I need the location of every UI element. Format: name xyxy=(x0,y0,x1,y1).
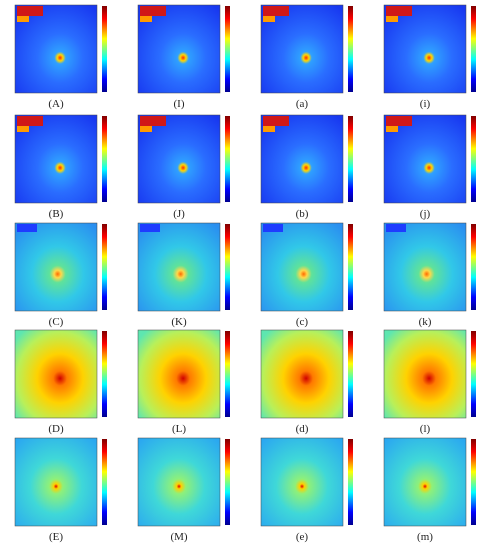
land-patch xyxy=(140,126,152,132)
panel-image xyxy=(15,223,97,311)
panel-frame xyxy=(383,329,467,419)
colorbar xyxy=(225,224,230,310)
panel-label: (b) xyxy=(296,208,309,220)
colorbar xyxy=(348,224,353,310)
panel-image xyxy=(138,330,220,418)
panel-label: (J) xyxy=(173,208,185,220)
panel-frame xyxy=(14,114,98,204)
panel-image xyxy=(384,223,466,311)
panel-image xyxy=(384,330,466,418)
land-patch xyxy=(17,16,29,22)
panel-label: (I) xyxy=(174,98,185,110)
panel-image xyxy=(261,330,343,418)
colorbar xyxy=(471,224,476,310)
panel-label: (i) xyxy=(420,98,431,110)
land-patch xyxy=(140,116,166,126)
colorbar xyxy=(225,331,230,417)
land-patch xyxy=(17,6,43,16)
land-patch xyxy=(17,116,43,126)
land-patch xyxy=(386,16,398,22)
panel-label: (j) xyxy=(420,208,431,220)
panel-frame xyxy=(137,114,221,204)
land-patch xyxy=(263,116,289,126)
land-patch xyxy=(386,224,406,232)
panel-label: (E) xyxy=(49,531,63,543)
colorbar xyxy=(102,116,107,202)
panel-frame xyxy=(260,437,344,527)
land-patch xyxy=(140,6,166,16)
panel-frame xyxy=(14,329,98,419)
colorbar xyxy=(102,331,107,417)
panel-frame xyxy=(383,114,467,204)
panel-frame xyxy=(14,4,98,94)
panel-label: (D) xyxy=(48,423,64,435)
colorbar xyxy=(348,439,353,525)
land-patch xyxy=(386,126,398,132)
colorbar xyxy=(471,116,476,202)
panel-frame xyxy=(383,222,467,312)
land-patch xyxy=(140,224,160,232)
land-patch xyxy=(263,126,275,132)
panel-frame xyxy=(14,437,98,527)
panel-image xyxy=(138,223,220,311)
panel-image xyxy=(261,223,343,311)
land-patch xyxy=(17,224,37,232)
panel-frame xyxy=(137,222,221,312)
colorbar xyxy=(102,439,107,525)
panel-label: (C) xyxy=(49,316,64,328)
panel-label: (K) xyxy=(171,316,187,328)
panel-frame xyxy=(383,437,467,527)
panel-frame xyxy=(260,4,344,94)
colorbar xyxy=(102,6,107,92)
land-patch xyxy=(140,16,152,22)
colorbar xyxy=(225,439,230,525)
panel-image xyxy=(261,438,343,526)
colorbar xyxy=(225,6,230,92)
panel-frame xyxy=(137,4,221,94)
panel-label: (l) xyxy=(420,423,431,435)
panel-label: (A) xyxy=(48,98,64,110)
panel-frame xyxy=(260,329,344,419)
panel-frame xyxy=(137,329,221,419)
colorbar xyxy=(348,331,353,417)
colorbar xyxy=(348,6,353,92)
colorbar xyxy=(471,439,476,525)
panel-image xyxy=(384,438,466,526)
panel-frame xyxy=(137,437,221,527)
panel-label: (a) xyxy=(296,98,309,110)
panel-label: (c) xyxy=(296,316,309,328)
panel-frame xyxy=(260,222,344,312)
panel-frame xyxy=(14,222,98,312)
colorbar xyxy=(348,116,353,202)
panel-frame xyxy=(260,114,344,204)
colorbar xyxy=(102,224,107,310)
panel-label: (m) xyxy=(417,531,433,543)
panel-label: (e) xyxy=(296,531,309,543)
land-patch xyxy=(263,224,283,232)
panel-label: (k) xyxy=(419,316,432,328)
land-patch xyxy=(386,6,412,16)
panel-label: (M) xyxy=(170,531,187,543)
panel-image xyxy=(138,438,220,526)
panel-label: (B) xyxy=(49,208,64,220)
panel-label: (d) xyxy=(296,423,309,435)
panel-frame xyxy=(383,4,467,94)
panel-image xyxy=(15,438,97,526)
land-patch xyxy=(386,116,412,126)
colorbar xyxy=(471,6,476,92)
land-patch xyxy=(263,6,289,16)
colorbar xyxy=(471,331,476,417)
panel-image xyxy=(15,330,97,418)
colorbar xyxy=(225,116,230,202)
land-patch xyxy=(17,126,29,132)
land-patch xyxy=(263,16,275,22)
panel-label: (L) xyxy=(172,423,186,435)
